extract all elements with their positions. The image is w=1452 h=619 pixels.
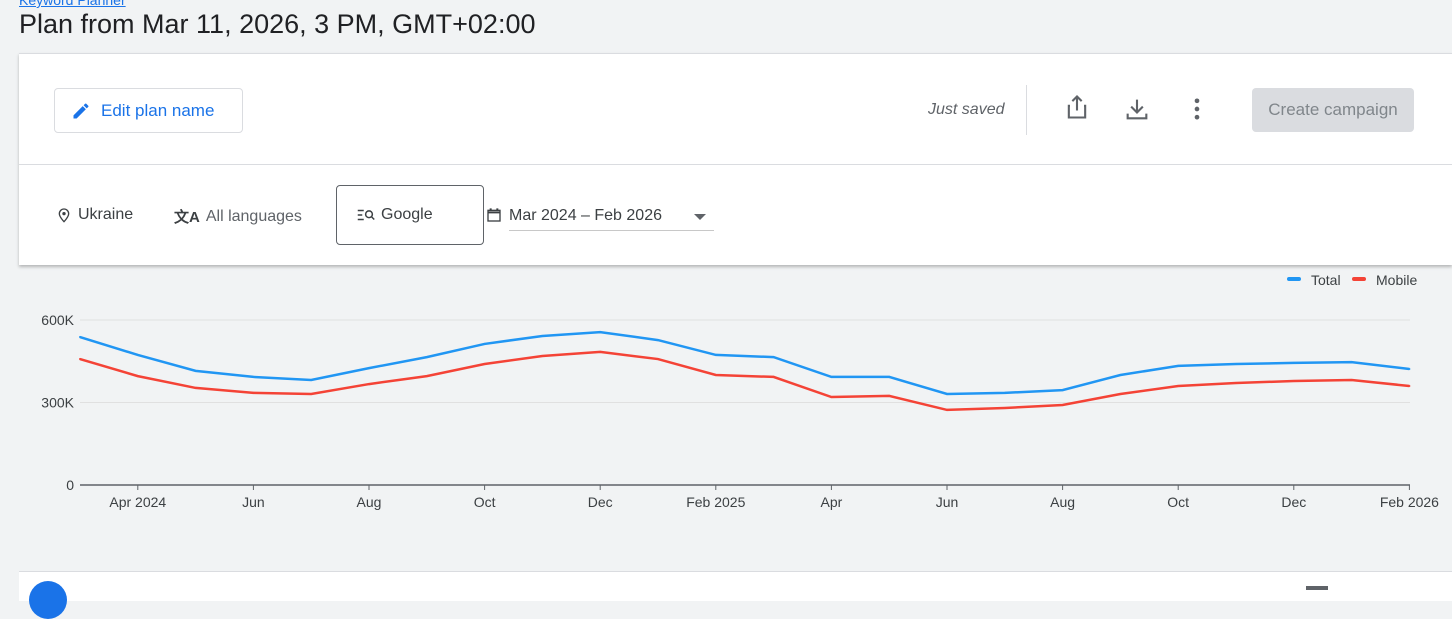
legend-swatch-total <box>1287 277 1301 281</box>
location-label: Ukraine <box>78 206 134 223</box>
data-point-total <box>194 369 197 372</box>
date-range-dropdown[interactable]: Mar 2024 – Feb 2026 <box>509 197 714 231</box>
language-filter[interactable]: 文A All languages <box>174 206 302 227</box>
y-tick-label: 300K <box>41 395 74 411</box>
share-icon[interactable] <box>1063 92 1091 122</box>
x-tick-label: Dec <box>1281 494 1306 510</box>
data-point-mobile <box>1408 385 1411 387</box>
data-point-total <box>252 375 255 378</box>
data-point-mobile <box>946 408 948 411</box>
network-filter[interactable]: Google <box>357 206 433 224</box>
language-label: All languages <box>205 207 302 225</box>
legend-label-total: Total <box>1311 272 1341 288</box>
x-tick-label: Oct <box>1167 494 1189 510</box>
data-point-mobile <box>888 394 891 397</box>
data-point-total <box>310 378 313 381</box>
data-point-total <box>368 367 370 370</box>
data-point-total <box>425 356 428 359</box>
plan-toolbar-card: Edit plan name Just saved Create campaig… <box>19 53 1452 265</box>
create-campaign-button[interactable]: Create campaign <box>1252 88 1414 132</box>
x-tick-label: Jun <box>242 494 265 510</box>
data-point-total <box>1003 391 1006 394</box>
data-point-mobile <box>136 375 139 378</box>
data-point-mobile <box>368 383 370 386</box>
data-point-mobile <box>714 374 717 376</box>
pencil-icon <box>73 102 89 118</box>
translate-icon: 文A <box>174 209 200 226</box>
data-point-mobile <box>1003 407 1006 409</box>
x-tick-label: Apr 2024 <box>109 494 166 510</box>
x-tick-label: Feb 2025 <box>686 494 745 510</box>
save-status: Just saved <box>928 101 1005 118</box>
legend-swatch-mobile <box>1352 277 1366 281</box>
data-point-total <box>772 356 775 359</box>
x-tick-label: Aug <box>1050 494 1075 510</box>
search-network-icon <box>357 209 375 221</box>
data-point-total <box>599 331 602 334</box>
data-point-total <box>657 339 659 342</box>
series-line-mobile <box>79 350 1410 412</box>
edit-plan-name-button[interactable]: Edit plan name <box>54 88 243 133</box>
breadcrumb-keyword-planner[interactable]: Keyword Planner <box>19 0 126 8</box>
bottom-panel <box>19 571 1452 619</box>
data-point-total <box>830 375 833 378</box>
y-tick-label: 600K <box>41 312 74 328</box>
download-icon[interactable] <box>1123 94 1151 124</box>
dropdown-arrow-icon <box>694 214 706 220</box>
data-point-total <box>1119 374 1122 376</box>
x-tick-label: Oct <box>474 494 496 510</box>
data-point-total <box>946 392 948 395</box>
calendar-icon <box>487 208 501 222</box>
data-point-total <box>1292 361 1295 364</box>
data-point-total <box>136 353 139 356</box>
data-point-mobile <box>1177 385 1180 387</box>
divider <box>1026 85 1027 135</box>
data-point-mobile <box>483 363 486 365</box>
network-filter-box[interactable] <box>336 185 484 245</box>
network-label: Google <box>381 206 433 223</box>
series-line-total <box>79 330 1410 396</box>
data-point-total <box>1235 363 1237 365</box>
data-point-total <box>79 336 81 339</box>
data-point-mobile <box>1350 378 1353 381</box>
data-point-total <box>1408 367 1411 370</box>
x-tick-label: Apr <box>821 494 843 510</box>
data-point-total <box>541 334 544 337</box>
location-pin-icon <box>58 208 70 223</box>
data-point-mobile <box>772 375 775 378</box>
data-point-total <box>888 375 891 378</box>
data-point-mobile <box>1061 403 1064 406</box>
data-point-mobile <box>1235 381 1237 384</box>
x-tick-label: Aug <box>357 494 382 510</box>
add-fab-button[interactable] <box>29 581 67 619</box>
location-filter[interactable]: Ukraine <box>56 206 133 224</box>
data-point-total <box>1350 361 1353 364</box>
data-point-total <box>1061 389 1064 392</box>
data-point-mobile <box>657 358 659 361</box>
data-point-total <box>483 342 486 345</box>
data-point-mobile <box>194 386 197 389</box>
more-vert-icon[interactable] <box>1183 94 1211 124</box>
data-point-mobile <box>830 396 833 398</box>
columns-icon[interactable] <box>1306 586 1328 590</box>
x-tick-label: Feb 2026 <box>1380 494 1439 510</box>
edit-plan-name-label: Edit plan name <box>101 100 215 120</box>
legend-label-mobile: Mobile <box>1376 272 1417 288</box>
data-point-mobile <box>310 392 313 395</box>
data-point-mobile <box>599 350 602 353</box>
data-point-mobile <box>1119 392 1122 395</box>
y-tick-label: 0 <box>66 477 74 493</box>
x-tick-label: Dec <box>588 494 613 510</box>
search-volume-chart: 0 300K 600K Apr 2024 Jun Aug Oct Dec Feb 2025 Apr… <box>41 272 1439 510</box>
data-point-mobile <box>425 375 428 378</box>
data-point-total <box>1177 364 1180 367</box>
data-point-total <box>714 353 717 356</box>
x-tick-label: Jun <box>936 494 959 510</box>
data-point-mobile <box>79 358 81 361</box>
data-point-mobile <box>1292 380 1295 383</box>
date-range-label: Mar 2024 – Feb 2026 <box>509 207 662 224</box>
page-title: Plan from Mar 11, 2026, 3 PM, GMT+02:00 <box>19 9 536 39</box>
data-point-mobile <box>252 391 255 394</box>
data-point-mobile <box>541 355 544 358</box>
